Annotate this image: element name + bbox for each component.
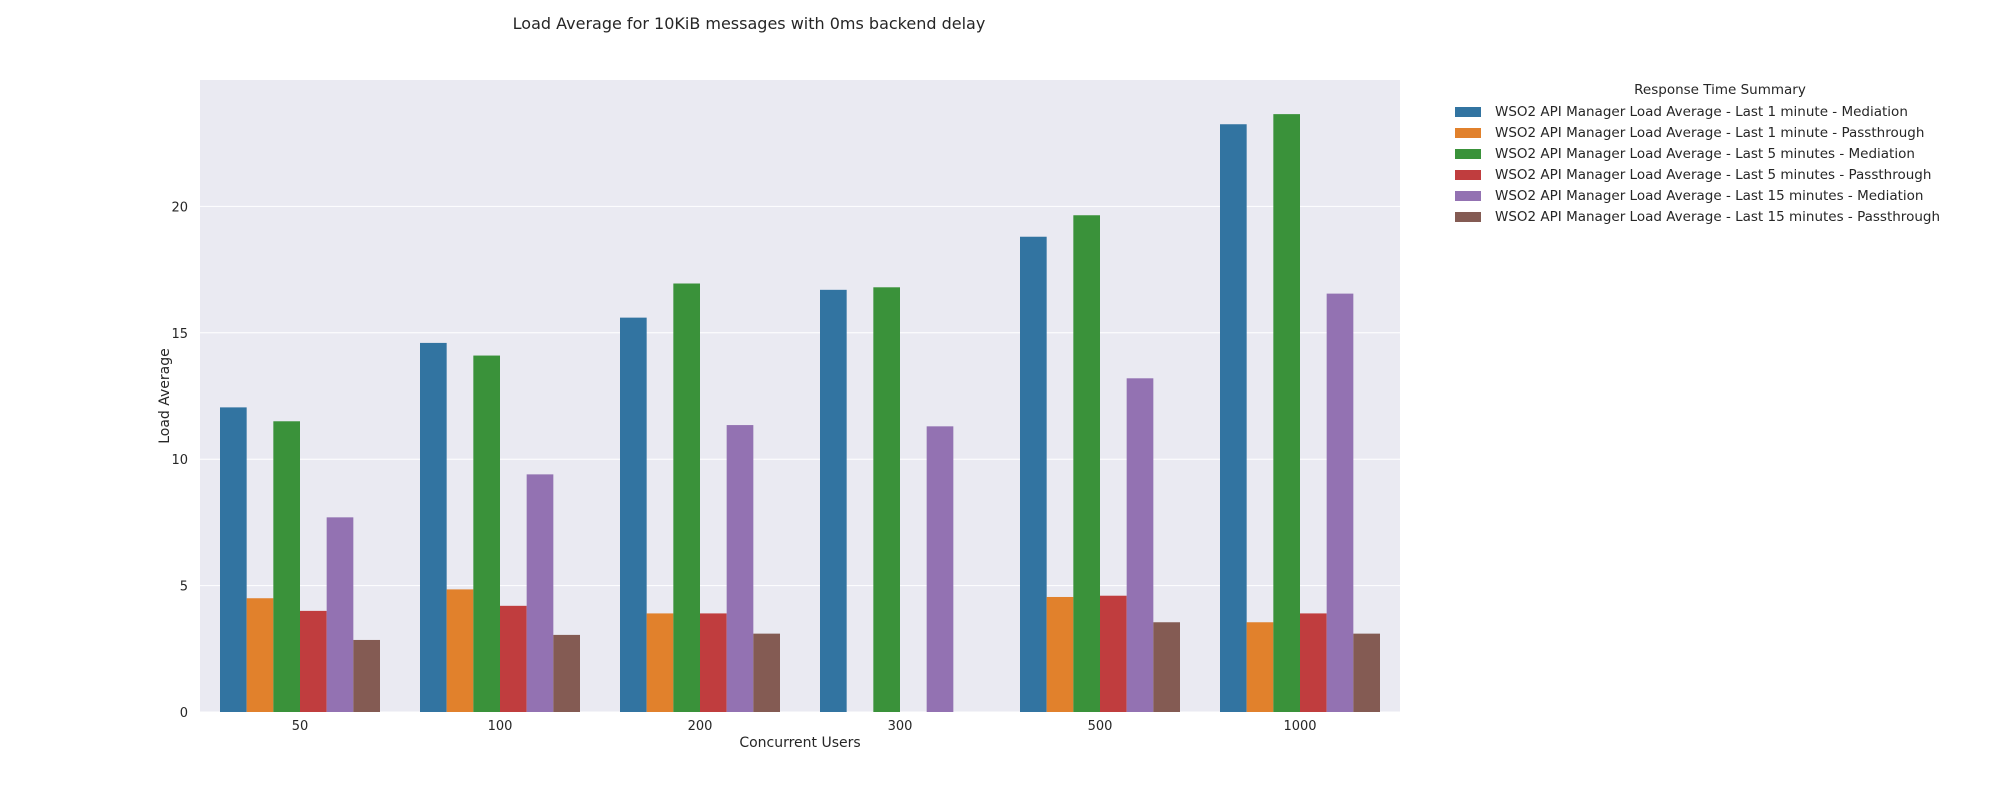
bar (926, 426, 954, 712)
y-tick-label: 20 (171, 200, 188, 215)
legend-swatch (1455, 148, 1481, 159)
bar (446, 589, 474, 712)
bar (220, 407, 247, 712)
x-axis-ticks: 50 100 200 300 500 1000 (292, 719, 1317, 734)
legend-swatch (1455, 127, 1481, 138)
bar (1273, 114, 1300, 713)
bar (820, 289, 847, 712)
legend-label: WSO2 API Manager Load Average - Last 5 m… (1495, 145, 1915, 162)
legend-item: WSO2 API Manager Load Average - Last 1 m… (1455, 101, 1985, 122)
legend-title: Response Time Summary (1634, 82, 1806, 98)
legend-label: WSO2 API Manager Load Average - Last 15 … (1495, 187, 1924, 204)
bar (326, 517, 354, 712)
bar (1220, 124, 1247, 713)
x-tick-label: 300 (888, 719, 913, 734)
bar (1100, 595, 1127, 712)
chart-title: Load Average for 10KiB messages with 0ms… (513, 14, 986, 33)
legend-swatch (1455, 211, 1481, 222)
legend-swatch (1455, 169, 1481, 180)
legend-item: WSO2 API Manager Load Average - Last 5 m… (1455, 143, 1985, 164)
legend: Response Time Summary WSO2 API Manager L… (1455, 82, 1985, 227)
bar (753, 633, 780, 712)
bar (620, 317, 647, 712)
x-tick-label: 50 (292, 719, 309, 734)
bar (1300, 613, 1327, 712)
bars (220, 114, 1380, 713)
plot-area (200, 80, 1400, 712)
bar (300, 610, 327, 712)
legend-item: WSO2 API Manager Load Average - Last 15 … (1455, 185, 1985, 206)
bar (726, 425, 754, 712)
y-axis-ticks: 0 5 10 15 20 (171, 200, 188, 721)
bar (273, 421, 300, 712)
legend-item: WSO2 API Manager Load Average - Last 1 m… (1455, 122, 1985, 143)
legend-label: WSO2 API Manager Load Average - Last 5 m… (1495, 166, 1932, 183)
gridlines (200, 205, 1400, 713)
legend-items: WSO2 API Manager Load Average - Last 1 m… (1455, 101, 1985, 227)
bar (873, 287, 900, 712)
bar (353, 639, 380, 712)
y-axis-label: Load Average (157, 348, 173, 444)
y-tick-label: 5 (180, 580, 188, 595)
bar (500, 605, 527, 712)
x-tick-label: 200 (688, 719, 713, 734)
bar (1353, 633, 1380, 712)
bar (1126, 378, 1154, 712)
bar (1073, 215, 1100, 713)
legend-item: WSO2 API Manager Load Average - Last 5 m… (1455, 164, 1985, 185)
legend-label: WSO2 API Manager Load Average - Last 15 … (1495, 208, 1941, 225)
legend-swatch (1455, 190, 1481, 201)
legend-item: WSO2 API Manager Load Average - Last 15 … (1455, 206, 1985, 227)
bar (646, 613, 674, 712)
bar (1046, 596, 1074, 712)
legend-swatch (1455, 106, 1481, 117)
legend-label: WSO2 API Manager Load Average - Last 1 m… (1495, 103, 1908, 120)
x-tick-label: 100 (488, 719, 513, 734)
x-tick-label: 1000 (1283, 719, 1316, 734)
bar (473, 355, 500, 712)
bar (420, 342, 447, 712)
bar (246, 598, 274, 712)
legend-label: WSO2 API Manager Load Average - Last 1 m… (1495, 124, 1925, 141)
bar (673, 283, 700, 712)
bar (1020, 236, 1047, 712)
bar (526, 474, 554, 712)
y-tick-label: 10 (171, 453, 188, 468)
bar (1326, 293, 1354, 712)
bar (700, 613, 727, 712)
bar (553, 634, 580, 712)
y-tick-label: 15 (171, 327, 188, 342)
y-tick-label: 0 (180, 706, 188, 721)
bar (1153, 622, 1180, 712)
bar (1246, 622, 1274, 712)
x-axis-label: Concurrent Users (739, 735, 860, 751)
x-tick-label: 500 (1088, 719, 1113, 734)
